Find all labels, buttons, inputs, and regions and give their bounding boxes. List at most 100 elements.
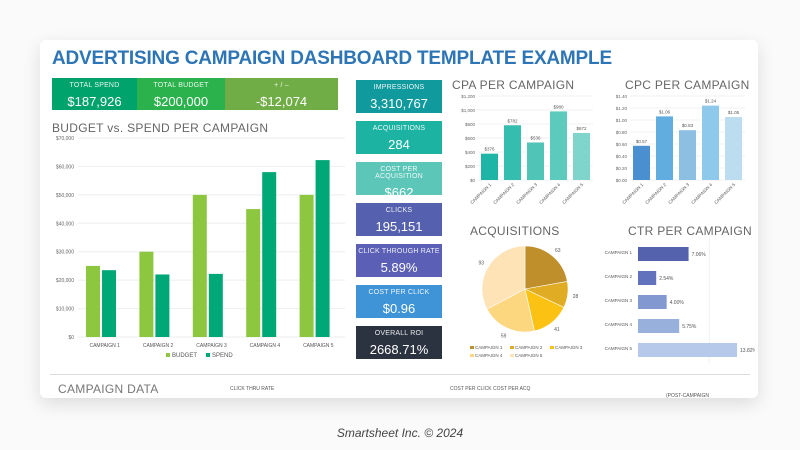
metric-tile: CLICK THROUGH RATE 5.89% [356,244,442,277]
data-label: $376 [484,147,495,152]
summary-tile: TOTAL BUDGET $200,000 [137,78,225,110]
x-tick-label: CAMPAIGN 3 [515,182,538,205]
bar [527,142,544,180]
tile-label: + / – [274,82,289,89]
y-tick-label: $1.20 [616,106,628,111]
bar [638,295,667,309]
cpa-chart: $0 $200 $400 $600 $800 $1,000 $1,200 $376 CAMPAI… [461,94,593,205]
legend-swatch [166,353,170,357]
bar [573,132,590,180]
bar-budget [192,194,207,337]
x-tick-label: CAMPAIGN 2 [143,343,174,349]
tile-value: $200,000 [153,94,209,109]
bar [638,319,680,333]
metric-tile: OVERALL ROI 2668.71% [356,326,442,359]
summary-tile: + / – -$12,074 [225,78,338,110]
data-label: 2.54% [659,276,674,282]
y-tick-label: CAMPAIGN 1 [605,250,633,255]
y-tick-label: $1,200 [461,94,475,99]
x-tick-label: CAMPAIGN 3 [667,182,690,205]
x-tick-label: CAMPAIGN 1 [469,182,492,205]
bar-spend [208,273,223,337]
y-tick-label: $0.60 [616,142,628,147]
x-tick-label: CAMPAIGN 2 [644,182,667,205]
y-tick-label: $60,000 [56,164,74,170]
bar-spend [262,172,277,337]
pie-slice [524,245,568,290]
column-header: COST PER ACQ [493,386,531,392]
bar [679,130,696,180]
legend-swatch [470,354,474,357]
data-label: $672 [576,126,587,131]
x-tick-label: CAMPAIGN 5 [303,343,334,349]
x-tick-label: CAMPAIGN 1 [621,182,644,205]
y-tick-label: CAMPAIGN 2 [605,274,633,279]
y-tick-label: $1.40 [616,94,628,99]
metric-tile: ACQUISITIONS 284 [356,121,442,154]
campaign-data-title: CAMPAIGN DATA [58,382,159,396]
bar-spend [102,270,116,337]
bar-budget [139,251,154,337]
legend-label: CAMPAIGN 4 [475,353,503,358]
acquisitions-chart-title: ACQUISITIONS [470,224,560,238]
budget-chart-title: BUDGET vs. SPEND PER CAMPAIGN [52,121,269,135]
tile-label: IMPRESSIONS [373,84,425,91]
y-tick-label: $30,000 [56,250,74,256]
tile-value: 284 [388,137,410,152]
x-tick-label: CAMPAIGN 2 [492,182,515,205]
data-label: 7.06% [692,252,707,258]
column-header: COST PER CLICK [450,386,492,392]
bar-spend [155,274,170,337]
dashboard-card: ADVERTISING CAMPAIGN DASHBOARD TEMPLATE … [40,40,758,399]
cpa-chart-title: CPA PER CAMPAIGN [452,78,575,92]
legend-label: CAMPAIGN 2 [515,345,543,350]
y-tick-label: CAMPAIGN 3 [605,298,633,303]
bar [550,111,567,180]
bar-budget [299,194,314,337]
tile-value: -$12,074 [255,94,308,109]
legend-swatch [206,353,210,357]
bar [638,247,689,261]
tile-label: CLICK THROUGH RATE [358,248,440,255]
bar [638,271,657,285]
y-tick-label: $0.80 [616,130,628,135]
column-header: (POST-CAMPAIGN [666,393,709,399]
x-tick-label: CAMPAIGN 5 [713,182,736,205]
bar [656,116,673,180]
footer-copyright: Smartsheet Inc. © 2024 [336,426,464,440]
ctr-chart-title: CTR PER CAMPAIGN [628,224,752,238]
data-label: 4.00% [670,300,685,306]
y-tick-label: $50,000 [56,193,74,199]
tile-value: 2668.71% [369,342,429,357]
y-tick-label: $0.00 [616,178,628,183]
x-tick-label: CAMPAIGN 4 [250,343,281,349]
y-tick-label: $0.40 [616,154,628,159]
legend-swatch [470,346,474,349]
tile-value: 5.89% [380,260,418,275]
legend-swatch [510,354,514,357]
y-tick-label: $70,000 [56,136,74,142]
pie-slice [481,245,526,310]
bar-budget [86,265,100,337]
x-tick-label: CAMPAIGN 1 [89,343,120,349]
y-tick-label: $20,000 [56,278,74,284]
legend-label: CAMPAIGN 3 [555,345,583,350]
y-tick-label: $40,000 [56,221,74,227]
pie-slice [486,288,535,333]
legend-swatch [550,346,554,349]
data-label: $0.57 [636,139,648,144]
x-tick-label: CAMPAIGN 4 [690,182,713,205]
tile-value: $0.96 [382,301,416,316]
data-label: $0.83 [682,123,694,128]
y-tick-label: $1,000 [461,108,475,113]
data-label: 93 [479,261,485,267]
x-tick-label: CAMPAIGN 5 [561,182,584,205]
data-label: 59 [501,333,507,339]
data-label: $1.05 [728,110,740,115]
y-tick-label: CAMPAIGN 5 [605,346,633,351]
cpc-chart: $0.00 $0.20 $0.40 $0.60 $0.80 $1.00 $1.20 $1.40… [616,94,745,205]
data-label: 28 [573,294,579,300]
tile-label: COST PER CLICK [368,289,430,296]
tile-value: 3,310,767 [370,96,428,111]
cpc-chart-title: CPC PER CAMPAIGN [625,78,750,92]
